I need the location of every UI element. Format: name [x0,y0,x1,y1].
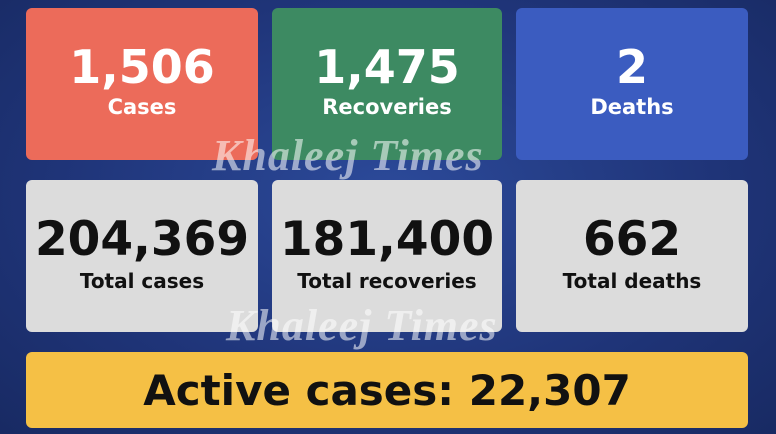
card-label: Deaths [590,95,674,119]
watermark: Khaleej Times [212,131,484,180]
card-value: 181,400 [279,212,495,267]
card-label: Total deaths [562,269,702,293]
card-value: 1,506 [69,40,215,94]
card-value: 1,475 [314,40,460,94]
card-total-deaths: 662 Total deaths [516,180,748,332]
watermark: Khaleej Times [226,301,498,350]
card-total-cases: 204,369 Total cases [26,180,258,332]
card-value: 2 [615,40,648,94]
active-label: Active cases: [143,365,455,415]
active-value: 22,307 [468,365,631,415]
card-label: Total cases [79,269,205,293]
active-cases-bar: Active cases: 22,307 [26,352,748,428]
card-label: Recoveries [322,95,452,119]
card-deaths: 2 Deaths [516,8,748,160]
card-value: 204,369 [34,212,250,267]
card-label: Cases [107,95,177,119]
card-total-recoveries: 181,400 Total recoveries [272,180,502,332]
card-recoveries: 1,475 Recoveries [272,8,502,160]
card-cases: 1,506 Cases [26,8,258,160]
card-label: Total recoveries [297,269,477,293]
card-value: 662 [582,212,682,267]
